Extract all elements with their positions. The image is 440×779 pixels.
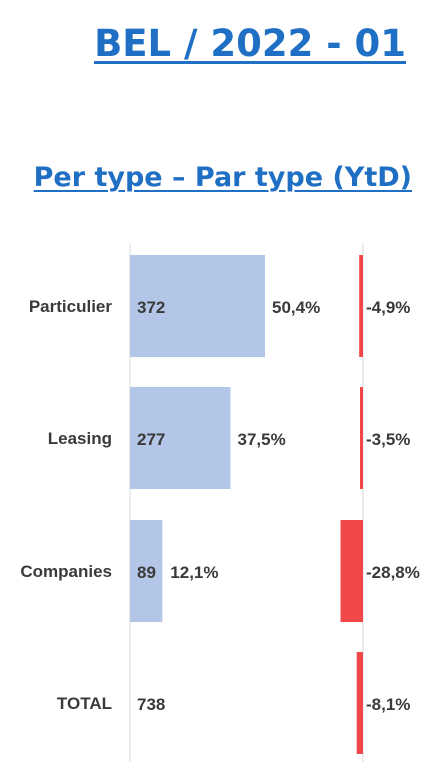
value-label-total: 738: [137, 695, 165, 714]
change-label-leasing: -3,5%: [366, 430, 410, 449]
volume-bar-leasing: [130, 387, 231, 489]
page-title: BEL / 2022 - 01: [94, 22, 406, 65]
volume-bar-particulier: [130, 255, 265, 357]
volume-bar-companies: [130, 520, 163, 622]
change-label-particulier: -4,9%: [366, 298, 410, 317]
share-label-particulier: 50,4%: [272, 298, 320, 317]
change-bar-leasing: [360, 387, 363, 489]
value-label-companies: 89: [137, 563, 156, 582]
category-label-particulier: Particulier: [29, 297, 113, 316]
value-label-particulier: 372: [137, 298, 165, 317]
category-label-total: TOTAL: [57, 694, 112, 713]
category-label-leasing: Leasing: [48, 429, 112, 448]
change-bar-particulier: [359, 255, 363, 357]
category-label-companies: Companies: [20, 562, 112, 581]
share-label-companies: 12,1%: [170, 563, 218, 582]
change-bar-total: [356, 652, 363, 754]
change-label-total: -8,1%: [366, 695, 410, 714]
change-label-companies: -28,8%: [366, 563, 420, 582]
chart-subtitle: Per type – Par type (YtD): [33, 162, 412, 193]
change-bar-companies: [340, 520, 363, 622]
value-label-leasing: 277: [137, 430, 165, 449]
share-label-leasing: 37,5%: [238, 430, 286, 449]
